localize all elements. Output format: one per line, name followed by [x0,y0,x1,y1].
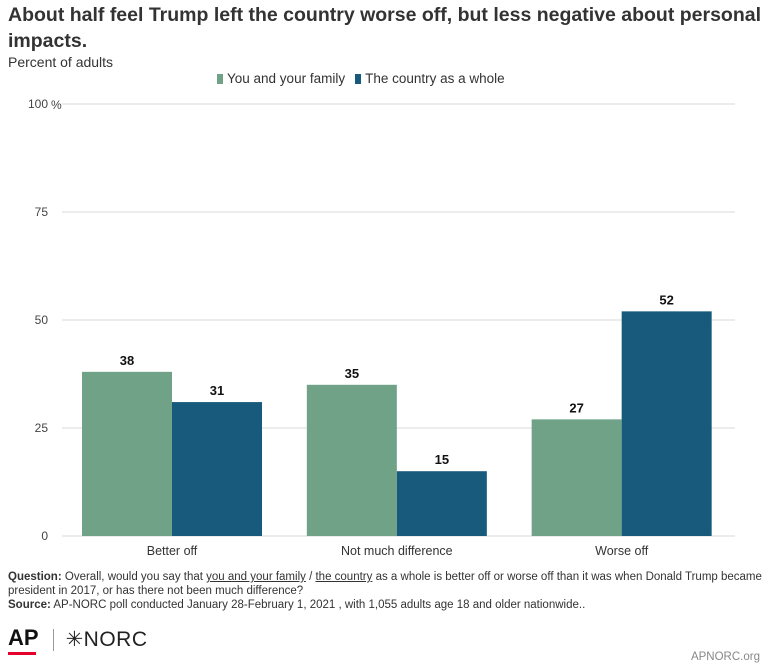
y-tick-label: 0 [41,529,48,543]
question-label: Question: [8,571,62,583]
legend-swatch-family [217,73,223,84]
question-separator: / [309,571,313,583]
legend-item-country: The country as a whole [355,71,505,86]
x-tick-label: Worse off [595,544,649,558]
bar [306,384,397,536]
chart-subtitle: Percent of adults [8,54,114,70]
bar [172,402,262,536]
legend-label-family: You and your family [227,71,346,86]
source-text: AP-NORC poll conducted January 28-Februa… [53,599,586,611]
y-tick-label: 100 [28,97,48,111]
question-post: as a whole is better off or worse off th… [8,571,762,597]
data-label: 52 [659,292,673,307]
y-unit-label: % [51,98,62,112]
data-label: 31 [210,383,224,398]
y-tick-label: 75 [35,205,49,219]
y-tick-label: 50 [35,313,49,327]
norc-logo: ✳NORC [65,628,148,651]
data-label: 15 [435,452,449,467]
y-tick-label: 25 [35,421,49,435]
source-note: Source: AP-NORC poll conducted January 2… [8,598,763,612]
question-pre: Overall, would you say that [64,571,203,583]
site-url: APNORC.org [690,651,760,663]
data-label: 38 [120,353,134,368]
bar [621,311,712,536]
logo-divider [52,628,54,651]
footnote: Question: Overall, would you say that yo… [8,570,763,612]
question-underline-family: you and your family [206,571,306,583]
bar [82,371,172,536]
data-label: 35 [345,366,359,381]
bar-chart: 0 25 50 75 100 % 38 31 Better off 35 15 Not much di… [28,97,735,558]
legend: You and your family The country as a who… [217,71,505,86]
data-label: 27 [569,400,583,415]
x-tick-label: Better off [147,544,198,558]
chart-title: About half feel Trump left the country w… [8,4,762,52]
bar [396,471,487,536]
question-note: Question: Overall, would you say that yo… [8,570,763,598]
legend-item-family: You and your family [217,71,345,86]
source-label: Source: [8,599,51,611]
question-underline-country: the country [315,571,373,583]
x-tick-label: Not much difference [341,544,453,558]
legend-swatch-country [355,73,362,84]
legend-label-country: The country as a whole [365,71,505,86]
bar [531,419,622,536]
logos: AP ✳NORC [8,625,148,655]
ap-logo: AP [8,625,39,655]
